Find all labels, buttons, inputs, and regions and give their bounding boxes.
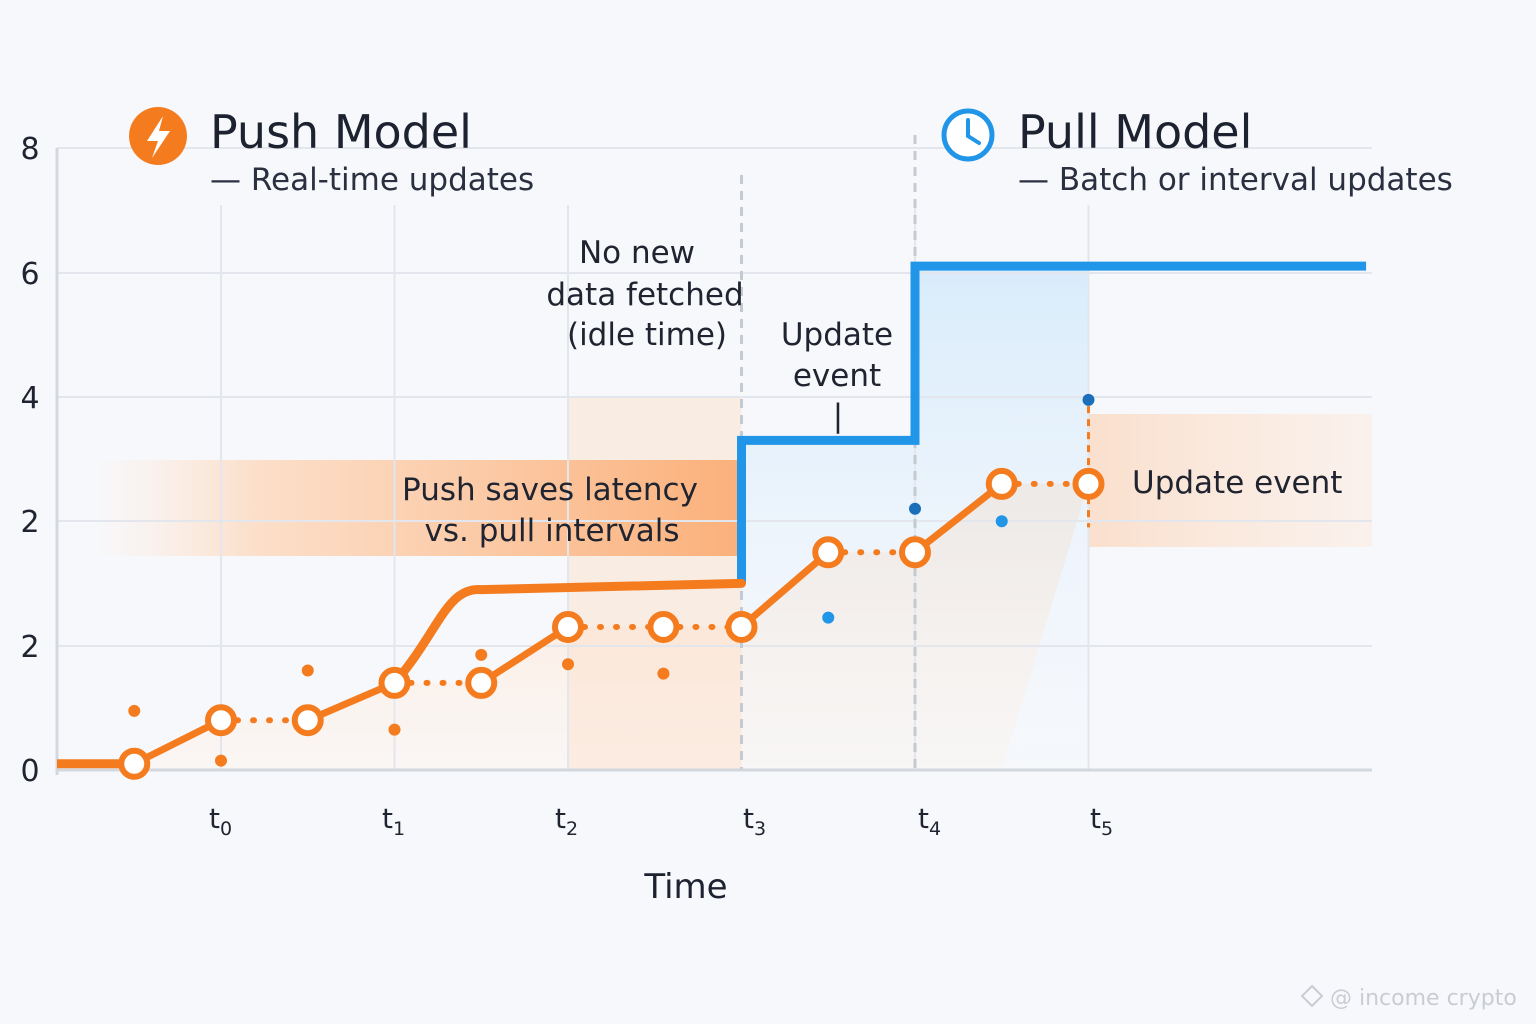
idle-time-line-3: (idle time) xyxy=(567,317,727,353)
orange-scatter-point-3 xyxy=(388,723,401,736)
push-point-5 xyxy=(552,610,584,643)
x-tick-label-5: t5 xyxy=(1090,802,1113,840)
push-point-10 xyxy=(985,467,1018,500)
push-smooth-curve xyxy=(390,578,746,688)
blue-scatter-point-1 xyxy=(909,502,921,515)
push-point-3 xyxy=(378,666,411,699)
x-tick-sub-4: 4 xyxy=(929,818,941,840)
x-tick-base-5: t xyxy=(1090,802,1101,835)
x-tick-base-2: t xyxy=(555,802,566,835)
push-point-4 xyxy=(465,666,498,699)
x-tick-base-1: t xyxy=(382,802,393,835)
update-event-top-line-2: event xyxy=(793,358,881,394)
y-tick-label-4: 6 xyxy=(20,257,39,292)
update-event-right-annotation: Update event xyxy=(1132,465,1342,501)
x-tick-label-1: t1 xyxy=(382,802,405,840)
watermark-logo-icon xyxy=(1300,984,1324,1008)
y-tick-label-1: 2 xyxy=(20,630,39,665)
latency-line-1: Push saves latency xyxy=(402,472,698,508)
pull-legend: Pull Model — Batch or interval updates xyxy=(941,105,1453,198)
x-tick-label-3: t3 xyxy=(743,802,766,840)
blue-scatter-point-0 xyxy=(822,611,835,624)
y-tick-label-5: 8 xyxy=(20,132,39,167)
orange-scatter-point-5 xyxy=(562,658,574,671)
orange-scatter-point-0 xyxy=(128,704,141,717)
push-segment-7 xyxy=(738,548,832,631)
push-point-2 xyxy=(291,704,324,737)
push-point-9 xyxy=(899,536,931,569)
clock-hands xyxy=(966,118,981,145)
background-shading xyxy=(95,266,1372,770)
push-subtitle: — Real-time updates xyxy=(210,162,534,198)
blue-scatter-point-3 xyxy=(1082,393,1095,406)
update-event-top-annotation: Update event | xyxy=(781,317,893,434)
idle-time-line-2: data fetched xyxy=(546,277,743,313)
latency-band xyxy=(95,460,742,556)
x-tick-sub-0: 0 xyxy=(220,818,232,840)
push-segment-4 xyxy=(477,623,572,687)
x-tick-sub-1: 1 xyxy=(393,818,405,840)
push-segment-0 xyxy=(130,716,225,768)
blue-scatter-point-2 xyxy=(995,515,1008,528)
y-tick-label-3: 4 xyxy=(20,381,39,416)
idle-time-line-1: No new xyxy=(579,235,695,271)
push-point-1 xyxy=(205,704,237,737)
x-tick-label-0: t0 xyxy=(209,802,232,840)
lightning-icon xyxy=(147,116,170,158)
x-tick-sub-5: 5 xyxy=(1101,818,1113,840)
x-tick-sub-2: 2 xyxy=(566,818,578,840)
update-event-band xyxy=(1088,414,1372,547)
push-point-6 xyxy=(647,610,680,643)
push-point-8 xyxy=(812,536,845,569)
pull-subtitle: — Batch or interval updates xyxy=(1018,162,1453,198)
x-tick-base-0: t xyxy=(209,802,220,835)
update-event-top-line-1: Update xyxy=(781,317,893,353)
orange-scatter-point-4 xyxy=(475,648,488,661)
watermark: @ income crypto xyxy=(1300,984,1517,1011)
push-point-7 xyxy=(725,610,758,643)
push-segment-9 xyxy=(911,480,1006,556)
x-axis-label: Time xyxy=(643,867,727,907)
axes xyxy=(55,148,1372,775)
y-tick-label-0: 0 xyxy=(20,754,39,789)
latency-line-2: vs. pull intervals xyxy=(425,513,680,549)
x-tick-label-4: t4 xyxy=(918,802,941,840)
series xyxy=(57,261,1367,780)
orange-scatter-point-1 xyxy=(215,754,227,767)
push-title: Push Model xyxy=(210,105,472,159)
pull-model-step-line xyxy=(737,261,1367,584)
watermark-text: @ income crypto xyxy=(1330,986,1517,1011)
push-point-11 xyxy=(1072,467,1105,500)
push-legend: Push Model — Real-time updates xyxy=(129,105,534,198)
scatter-points xyxy=(128,393,1095,767)
x-tick-sub-3: 3 xyxy=(754,818,766,840)
grid xyxy=(57,135,1372,770)
push-point-0 xyxy=(118,747,151,780)
x-tick-base-3: t xyxy=(743,802,754,835)
orange-scatter-point-2 xyxy=(301,664,314,677)
orange-scatter-point-6 xyxy=(657,667,670,680)
update-event-top-line-3: | xyxy=(833,398,843,434)
pull-title: Pull Model xyxy=(1018,105,1252,159)
idle-time-annotation: No new data fetched (idle time) xyxy=(546,235,743,353)
y-tick-label-2: 2 xyxy=(20,505,39,540)
x-tick-base-4: t xyxy=(918,802,929,835)
x-tick-label-2: t2 xyxy=(555,802,578,840)
latency-annotation: Push saves latency vs. pull intervals xyxy=(402,472,698,549)
